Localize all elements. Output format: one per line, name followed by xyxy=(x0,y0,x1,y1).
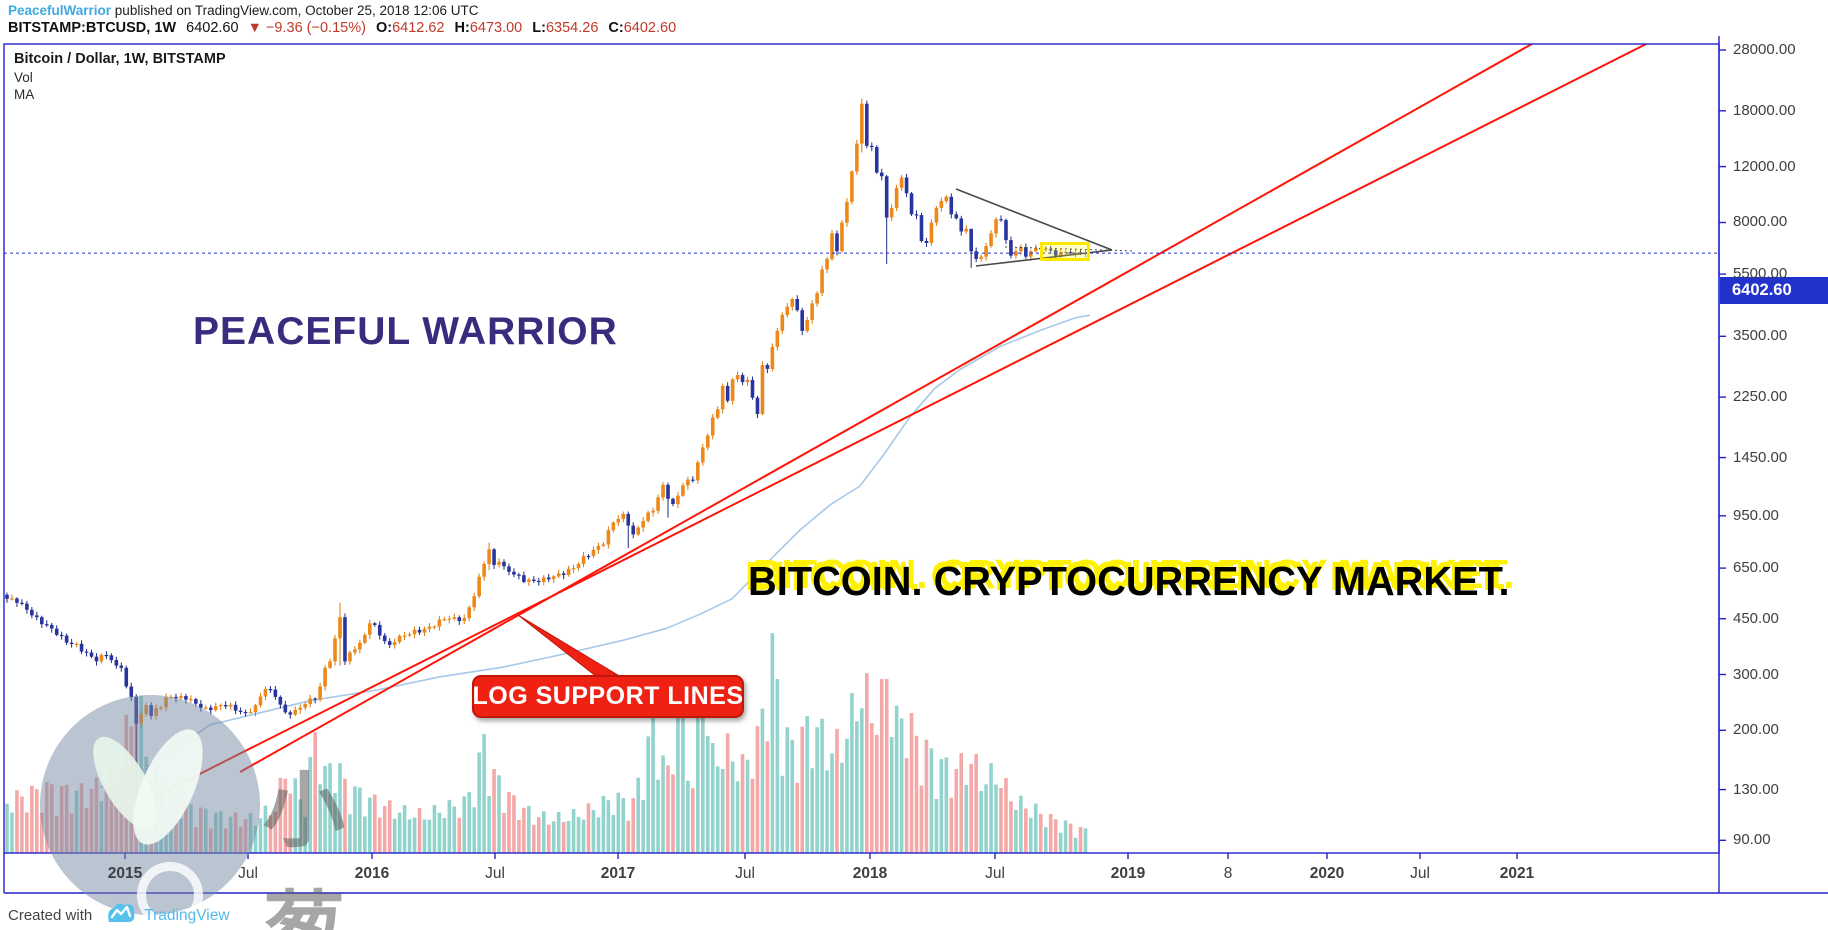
low-value: 6354.26 xyxy=(545,20,599,36)
time-axis-label: 2020 xyxy=(1309,865,1345,882)
last-price-badge: 6402.60 xyxy=(1720,277,1828,304)
time-axis-label: 2018 xyxy=(852,865,888,882)
publish-info: PeacefulWarrior published on TradingView… xyxy=(8,2,676,19)
price-tick-label: 12000.00 xyxy=(1733,158,1796,175)
annotation-bitcoin-market: BITCOIN. CRYPTOCURRENCY MARKET. xyxy=(748,558,1510,604)
legend-ma[interactable]: MA xyxy=(14,87,35,102)
symbol-ohlc-row: BITSTAMP:BTCUSD, 1W 6402.60 ▼ −9.36 (−0.… xyxy=(8,20,676,37)
price-tick-label: 300.00 xyxy=(1733,666,1779,683)
price-tick-label: 650.00 xyxy=(1733,559,1779,576)
price-tick-label: 1450.00 xyxy=(1733,449,1788,466)
time-axis-label: 2019 xyxy=(1110,865,1146,882)
annotation-log-support-badge[interactable]: LOG SUPPORT LINES xyxy=(472,675,744,718)
time-axis[interactable]: 2015 Jul 2016 Jul 2017 Jul 2018 Jul 2019 8 2020 Jul… xyxy=(0,853,1828,893)
time-axis-label: 2016 xyxy=(354,865,390,882)
annotation-peaceful-warrior: PEACEFUL WARRIOR xyxy=(193,310,618,353)
close-value: 6402.60 xyxy=(623,20,677,36)
created-with-text: Created with xyxy=(8,907,93,924)
price-tick-label: 28000.00 xyxy=(1733,41,1796,58)
close-label: C: xyxy=(608,20,624,36)
price-tick-label: 8000.00 xyxy=(1733,213,1788,230)
price-axis[interactable]: 6402.60 28000.00 18000.00 12000.00 8000.00 5… xyxy=(1719,36,1828,893)
tradingview-logo-icon[interactable] xyxy=(106,901,136,930)
chart-legend: Bitcoin / Dollar, 1W, BITSTAMP Vol MA xyxy=(14,50,226,103)
time-axis-label: 2021 xyxy=(1499,865,1535,882)
time-axis-label: 2015 xyxy=(107,865,143,882)
price-tick-label: 18000.00 xyxy=(1733,102,1796,119)
price-tick-label: 130.00 xyxy=(1733,781,1779,798)
author-link[interactable]: PeacefulWarrior xyxy=(8,3,112,18)
price-change: ▼ −9.36 (−0.15%) xyxy=(247,20,366,36)
header: PeacefulWarrior published on TradingView… xyxy=(8,2,676,37)
price-tick-label: 5500.00 xyxy=(1733,265,1788,282)
low-label: L: xyxy=(532,20,546,36)
last-price: 6402.60 xyxy=(186,20,239,36)
time-axis-label: 2017 xyxy=(600,865,636,882)
price-tick-label: 90.00 xyxy=(1733,831,1771,848)
log-support-label: LOG SUPPORT LINES xyxy=(472,682,744,710)
footer: Created with TradingView xyxy=(8,901,230,930)
price-tick-label: 2250.00 xyxy=(1733,388,1788,405)
time-axis-label: Jul xyxy=(238,865,258,882)
time-axis-label: 8 xyxy=(1223,865,1233,882)
time-axis-label: Jul xyxy=(1410,865,1430,882)
open-label: O: xyxy=(375,20,393,36)
time-axis-label: Jul xyxy=(485,865,505,882)
price-tick-label: 450.00 xyxy=(1733,610,1779,627)
price-tick-label: 3500.00 xyxy=(1733,327,1788,344)
tradingview-brand-link[interactable]: TradingView xyxy=(144,906,230,924)
price-tick-label: 200.00 xyxy=(1733,721,1779,738)
open-value: 6412.62 xyxy=(392,20,445,36)
time-axis-label: Jul xyxy=(735,865,755,882)
annotation-yellow-box[interactable] xyxy=(1040,242,1090,261)
legend-title[interactable]: Bitcoin / Dollar, 1W, BITSTAMP xyxy=(14,51,226,67)
time-axis-label: Jul xyxy=(985,865,1005,882)
high-label: H: xyxy=(454,20,470,36)
publish-text: published on TradingView.com, October 25… xyxy=(111,3,479,18)
legend-vol[interactable]: Vol xyxy=(14,70,33,85)
symbol-name[interactable]: BITSTAMP:BTCUSD, 1W xyxy=(8,20,177,36)
high-value: 6473.00 xyxy=(469,20,523,36)
price-tick-label: 950.00 xyxy=(1733,507,1779,524)
